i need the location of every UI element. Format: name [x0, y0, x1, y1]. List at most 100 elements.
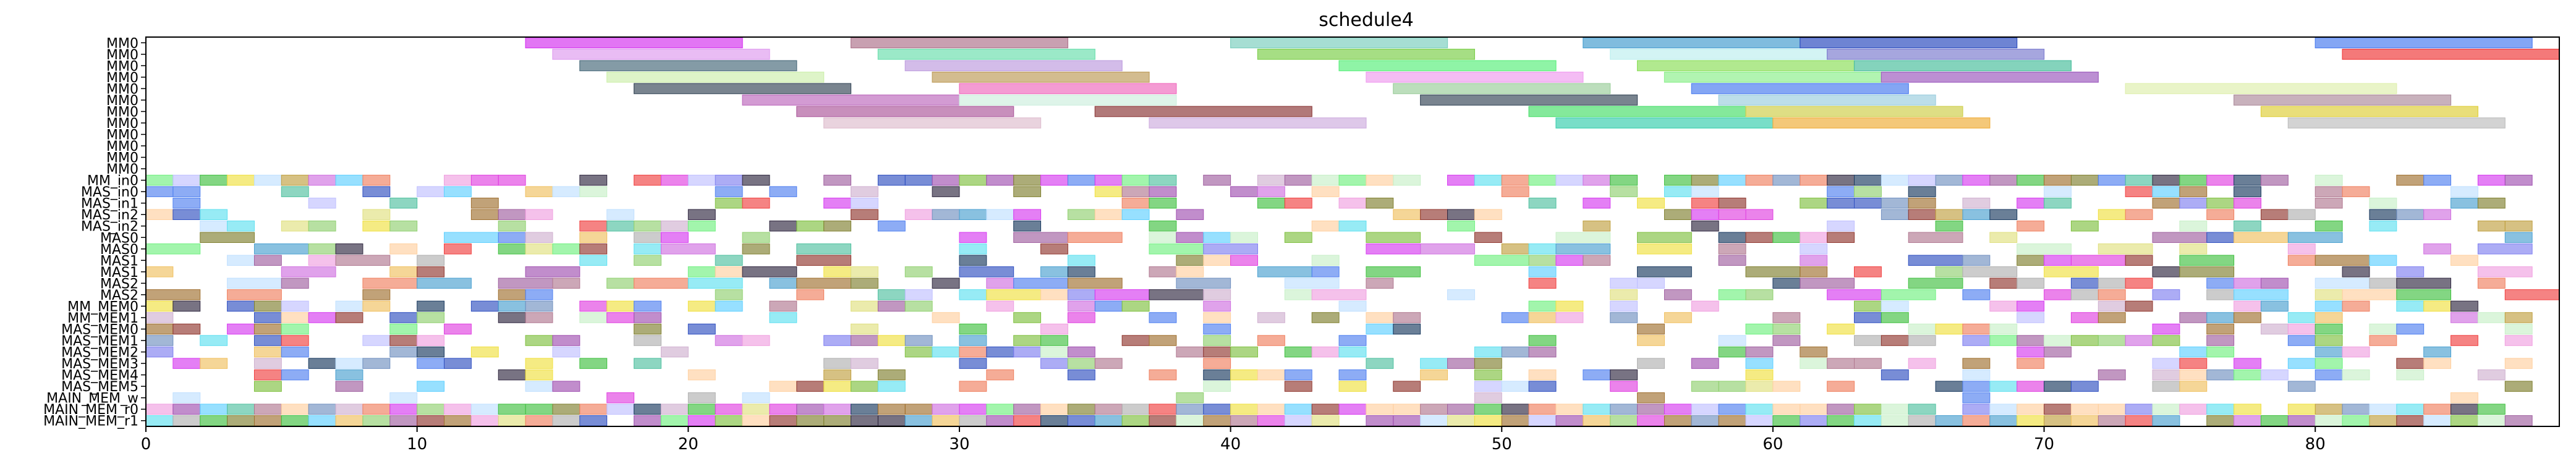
- task-block: [145, 404, 174, 415]
- task-block: [1555, 174, 1584, 186]
- task-block: [742, 232, 770, 243]
- task-block: [796, 415, 825, 426]
- task-block: [687, 404, 716, 415]
- task-block: [2369, 209, 2397, 220]
- task-block: [2315, 323, 2343, 335]
- task-block: [1854, 174, 1882, 186]
- task-block: [2451, 197, 2478, 209]
- task-block: [281, 404, 309, 415]
- task-block: [172, 323, 201, 335]
- task-block: [2423, 415, 2452, 426]
- task-block: [2369, 323, 2397, 335]
- task-block: [823, 335, 851, 346]
- task-block: [1393, 174, 1421, 186]
- task-block: [1637, 323, 1665, 335]
- task-block: [1881, 300, 1909, 312]
- task-block: [1393, 209, 1421, 220]
- task-block: [2152, 415, 2180, 426]
- task-block: [1338, 174, 1367, 186]
- task-block: [1962, 335, 1991, 346]
- task-block: [1583, 369, 1611, 381]
- y-tick-label: MM0: [106, 116, 138, 132]
- task-block: [2234, 220, 2261, 232]
- task-block: [281, 369, 309, 381]
- task-block: [308, 415, 336, 426]
- task-block: [959, 266, 1014, 277]
- task-block: [1800, 346, 1828, 358]
- task-block: [525, 209, 553, 220]
- task-block: [1176, 415, 1204, 426]
- task-block: [2234, 404, 2261, 415]
- task-block: [1962, 358, 1991, 369]
- task-block: [1067, 300, 1095, 312]
- task-block: [1013, 174, 1042, 186]
- task-block: [1528, 312, 1557, 323]
- x-tick-label: 40: [1220, 435, 1241, 454]
- task-block: [1203, 381, 1231, 392]
- task-block: [1555, 312, 1584, 323]
- task-block: [389, 415, 418, 426]
- task-block: [1366, 312, 1394, 323]
- task-block: [2152, 186, 2180, 197]
- task-block: [498, 232, 526, 243]
- task-block: [986, 277, 1014, 289]
- task-block: [1013, 415, 1042, 426]
- y-tick-label: MAS_MEM4: [61, 368, 138, 384]
- task-block: [1284, 346, 1312, 358]
- task-block: [2125, 300, 2153, 312]
- filler-bars-layer: [145, 174, 2560, 426]
- task-block: [877, 381, 906, 392]
- task-block: [1800, 255, 1828, 266]
- task-block: [1718, 335, 1746, 346]
- task-block: [362, 209, 391, 220]
- task-block: [498, 312, 526, 323]
- y-tick-label: MAS1: [100, 253, 138, 269]
- task-block: [687, 277, 743, 289]
- task-block: [227, 404, 255, 415]
- bar: [1664, 71, 1882, 83]
- task-block: [1393, 323, 1421, 335]
- task-block: [2179, 312, 2208, 323]
- task-block: [2396, 289, 2452, 300]
- task-block: [1528, 300, 1557, 312]
- task-block: [823, 415, 851, 426]
- task-block: [1745, 174, 1774, 186]
- bar: [606, 71, 825, 83]
- task-block: [606, 404, 635, 415]
- task-block: [2044, 335, 2072, 346]
- task-block: [1501, 243, 1529, 255]
- bar: [1555, 117, 1774, 129]
- task-block: [145, 186, 174, 197]
- task-block: [1881, 335, 1909, 346]
- task-block: [552, 404, 580, 415]
- task-block: [986, 369, 1014, 381]
- task-block: [2451, 255, 2478, 266]
- task-block: [1474, 232, 1502, 243]
- task-block: [2369, 277, 2397, 289]
- task-block: [1962, 209, 1991, 220]
- task-block: [2287, 323, 2316, 335]
- task-block: [2152, 197, 2180, 209]
- task-block: [1149, 415, 1177, 426]
- task-block: [2260, 277, 2289, 289]
- task-block: [498, 209, 526, 220]
- task-block: [2179, 346, 2208, 358]
- task-block: [2044, 404, 2072, 415]
- task-block: [444, 186, 472, 197]
- task-block: [579, 255, 608, 266]
- task-block: [2342, 289, 2397, 300]
- task-block: [1718, 415, 1746, 426]
- task-block: [1989, 174, 2018, 186]
- task-block: [308, 243, 336, 255]
- bar: [2342, 48, 2560, 60]
- task-block: [1121, 209, 1150, 220]
- task-block: [1284, 381, 1312, 392]
- task-block: [687, 415, 716, 426]
- task-block: [1149, 186, 1177, 197]
- task-block: [552, 346, 580, 358]
- task-block: [2423, 300, 2452, 312]
- task-block: [1420, 209, 1448, 220]
- task-block: [362, 358, 391, 369]
- task-block: [2315, 300, 2343, 312]
- task-block: [281, 220, 309, 232]
